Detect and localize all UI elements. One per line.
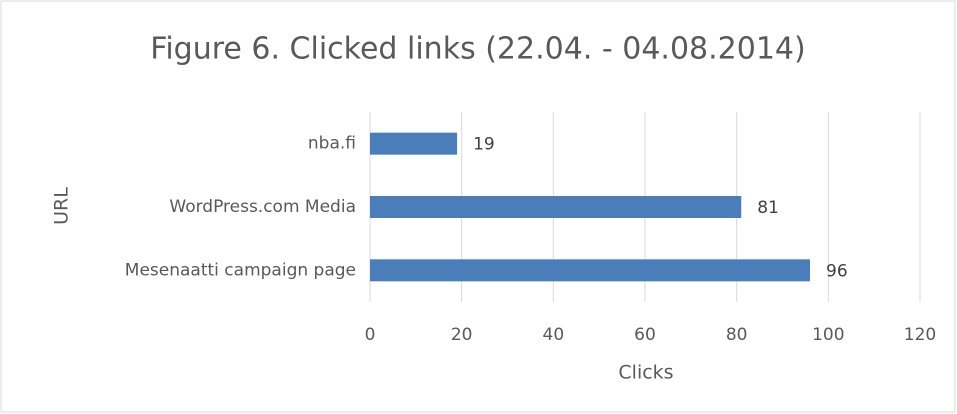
x-tick-label: 20 [451, 325, 473, 345]
x-tick-label: 120 [904, 325, 936, 345]
x-tick-label: 80 [726, 325, 748, 345]
bar [370, 132, 458, 155]
data-label: 81 [757, 198, 779, 218]
x-axis-title: Clicks [618, 362, 673, 384]
y-tick-label: Mesenaatti campaign page [125, 260, 356, 280]
x-tick-label: 60 [634, 325, 656, 345]
bar [370, 196, 742, 218]
y-axis-title: URL [51, 187, 73, 225]
x-tick-label: 100 [812, 325, 844, 345]
x-tick-label: 40 [543, 325, 565, 345]
x-tick-label: 0 [365, 325, 376, 345]
y-tick-label: WordPress.com Media [169, 197, 356, 217]
bar [370, 259, 810, 282]
chart-title: Figure 6. Clicked links (22.04. - 04.08.… [150, 32, 805, 67]
y-tick-label: nba.fi [308, 134, 356, 154]
data-label: 96 [826, 261, 848, 281]
data-label: 19 [473, 135, 495, 155]
